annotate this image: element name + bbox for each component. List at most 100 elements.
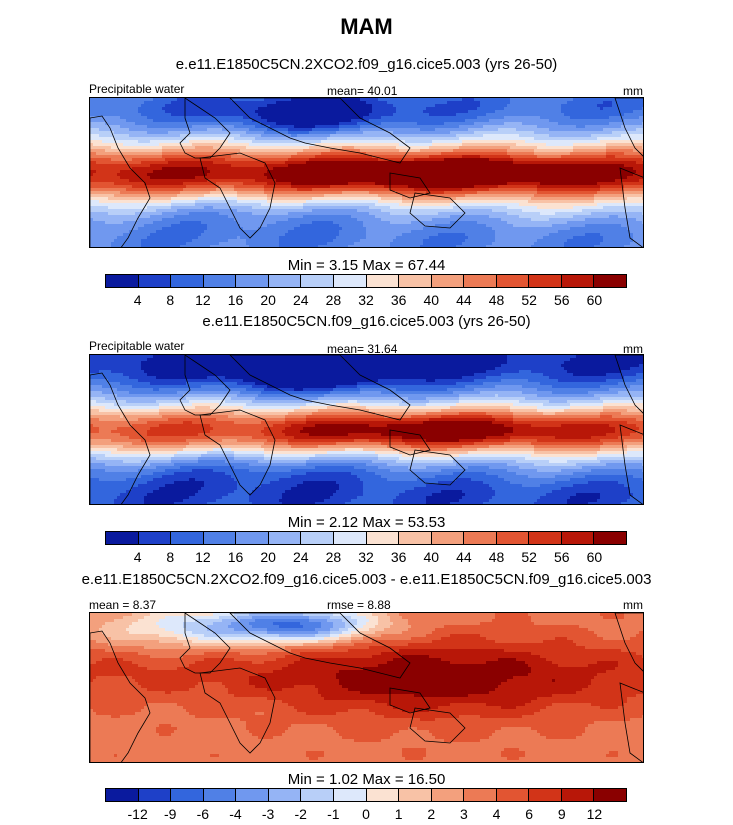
panel3-right-label: mm (623, 598, 643, 612)
colorbar-tick-label: 32 (358, 292, 374, 308)
colorbar-tick-label: -1 (327, 806, 339, 822)
colorbar-swatch (561, 532, 595, 544)
colorbar-swatch (496, 275, 530, 287)
colorbar-swatch (529, 789, 562, 801)
map-field (90, 613, 643, 762)
panel2-right-label: mm (623, 342, 643, 356)
panel2-center-label: mean= 31.64 (327, 342, 397, 356)
coastline (619, 424, 643, 504)
colorbar-tick-label: 3 (460, 806, 468, 822)
coastline (409, 192, 466, 229)
coastline (229, 355, 411, 421)
colorbar-swatch (138, 275, 172, 287)
colorbar-swatch (333, 789, 367, 801)
colorbar-swatch (529, 275, 562, 287)
colorbar-swatch (561, 275, 595, 287)
coastline (90, 630, 151, 762)
coastline (614, 98, 643, 157)
colorbar-swatch (561, 789, 595, 801)
colorbar-tick-label: -3 (262, 806, 274, 822)
colorbar-tick-label: -12 (128, 806, 148, 822)
panel3-minmax: Min = 1.02 Max = 16.50 (0, 771, 733, 788)
colorbar-swatch (268, 532, 302, 544)
panel1-subtitle: e.e11.E1850C5CN.2XCO2.f09_g16.cice5.003 … (0, 56, 733, 73)
colorbar-swatch (171, 789, 204, 801)
coastline (614, 613, 643, 672)
colorbar-tick-label: 12 (195, 549, 211, 565)
map-field (90, 98, 643, 247)
panel3-colorbar-ticks: -12 -9 -6 -4 -3 -2 -1 0 1 2 3 4 6 9 12 (105, 806, 627, 822)
colorbar-swatch (203, 789, 237, 801)
colorbar-tick-label: 0 (362, 806, 370, 822)
colorbar-swatch (366, 789, 400, 801)
colorbar-swatch (464, 275, 497, 287)
panel1-right-label: mm (623, 84, 643, 98)
continent-outlines (90, 613, 643, 762)
coastline (409, 707, 466, 744)
colorbar-swatch (138, 532, 172, 544)
colorbar-tick-label: 44 (456, 549, 472, 565)
colorbar-tick-label: 8 (166, 292, 174, 308)
colorbar-tick-label: -2 (295, 806, 307, 822)
colorbar-swatch (301, 532, 334, 544)
colorbar-swatch (594, 789, 626, 801)
colorbar-tick-label: -9 (164, 806, 176, 822)
coastline (199, 152, 276, 239)
colorbar-swatch (268, 275, 302, 287)
colorbar-tick-label: 60 (587, 549, 603, 565)
figure-title: MAM (0, 14, 733, 40)
colorbar-tick-label: 40 (423, 292, 439, 308)
colorbar-swatch (236, 532, 269, 544)
colorbar-swatch (203, 275, 237, 287)
panel1-left-label: Precipitable water (89, 82, 184, 96)
colorbar-tick-label: 16 (228, 292, 244, 308)
colorbar-swatch (496, 789, 530, 801)
coastline (389, 687, 431, 714)
panel3-left-label: mean = 8.37 (89, 598, 156, 612)
panel2-colorbar-ticks: 4 8 12 16 20 24 28 32 36 40 44 48 52 56 60 (105, 549, 627, 565)
colorbar-tick-label: 56 (554, 549, 570, 565)
panel2-colorbar (105, 531, 627, 545)
panel2-minmax: Min = 2.12 Max = 53.53 (0, 514, 733, 531)
colorbar-swatch (431, 532, 465, 544)
coastline (90, 115, 151, 247)
coastline (90, 372, 151, 504)
panel3-colorbar (105, 788, 627, 802)
colorbar-swatch (431, 789, 465, 801)
colorbar-swatch (366, 532, 400, 544)
colorbar-swatch (366, 275, 400, 287)
colorbar-tick-label: 8 (166, 549, 174, 565)
colorbar-swatch (301, 275, 334, 287)
colorbar-tick-label: 56 (554, 292, 570, 308)
colorbar-tick-label: 28 (326, 549, 342, 565)
colorbar-swatch (496, 532, 530, 544)
colorbar-tick-label: 52 (521, 292, 537, 308)
colorbar-swatch (106, 275, 139, 287)
colorbar-tick-label: 40 (423, 549, 439, 565)
coastline (409, 449, 466, 486)
colorbar-swatch (171, 532, 204, 544)
coastline (229, 613, 411, 679)
panel1-center-label: mean= 40.01 (327, 84, 397, 98)
colorbar-tick-label: 20 (260, 292, 276, 308)
panel1-map (89, 97, 644, 248)
colorbar-tick-label: 4 (134, 549, 142, 565)
colorbar-tick-label: 16 (228, 549, 244, 565)
colorbar-tick-label: 48 (489, 292, 505, 308)
colorbar-tick-label: 32 (358, 549, 374, 565)
colorbar-tick-label: 20 (260, 549, 276, 565)
colorbar-swatch (333, 532, 367, 544)
map-field (90, 355, 643, 504)
colorbar-swatch (333, 275, 367, 287)
colorbar-tick-label: 24 (293, 549, 309, 565)
colorbar-swatch (594, 275, 626, 287)
coastline (199, 667, 276, 754)
panel3-center-label: rmse = 8.88 (327, 598, 391, 612)
colorbar-tick-label: 1 (395, 806, 403, 822)
panel1-colorbar (105, 274, 627, 288)
colorbar-tick-label: 44 (456, 292, 472, 308)
coastline (389, 429, 431, 456)
colorbar-swatch (594, 532, 626, 544)
coastline (389, 172, 431, 199)
colorbar-swatch (171, 275, 204, 287)
